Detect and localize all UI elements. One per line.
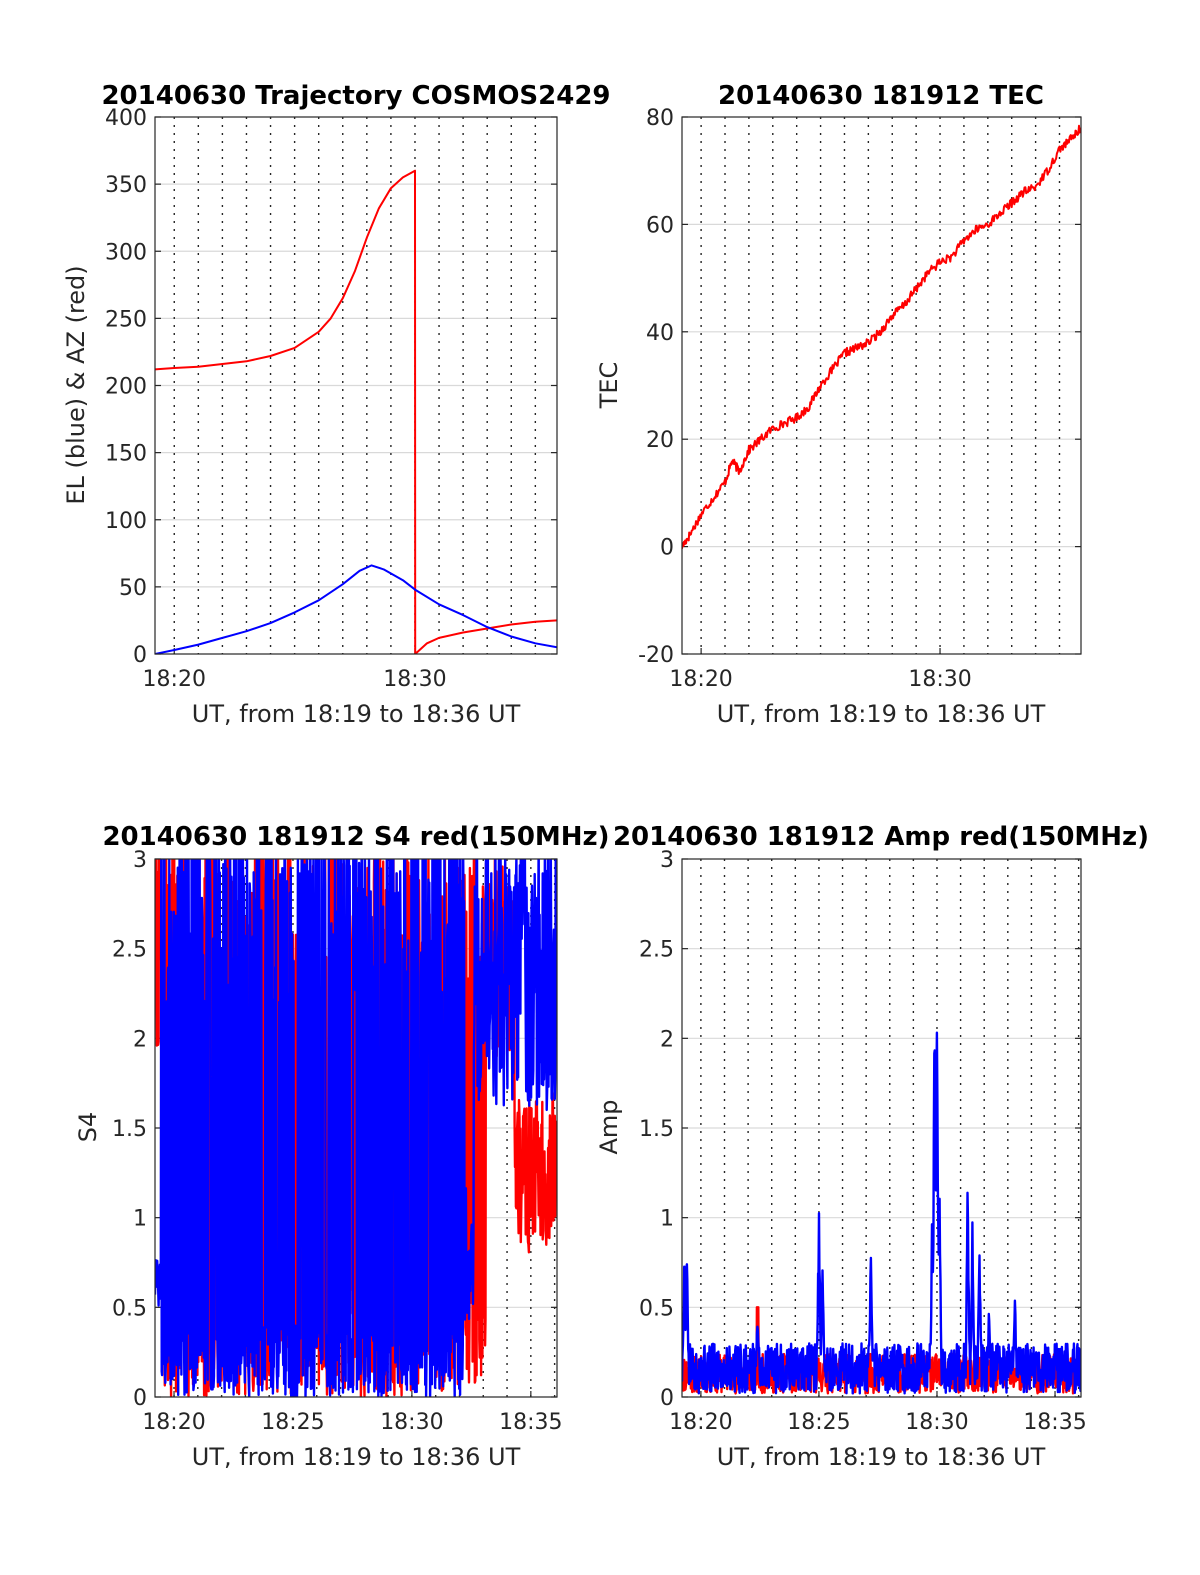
amp-xtick-label: 18:25: [787, 1410, 850, 1435]
trajectory-xlabel: UT, from 18:19 to 18:36 UT: [192, 700, 521, 728]
tec-series-0-line: [682, 124, 1081, 549]
trajectory-ytick-label: 300: [105, 240, 147, 265]
tec-xtick-label: 18:30: [908, 667, 971, 692]
s4-series-group: [155, 859, 557, 1397]
tec-ytick-label: 80: [646, 106, 674, 131]
amp-title: 20140630 181912 Amp red(150MHz): [613, 822, 1149, 852]
tec-xtick-label: 18:20: [669, 667, 732, 692]
trajectory-xtick-label: 18:30: [383, 667, 446, 692]
amp-ytick-label: 0.5: [639, 1296, 674, 1321]
trajectory-title: 20140630 Trajectory COSMOS2429: [101, 81, 610, 111]
amp-xtick-label: 18:35: [1023, 1410, 1086, 1435]
tec-xlabel: UT, from 18:19 to 18:36 UT: [717, 700, 1046, 728]
s4-title: 20140630 181912 S4 red(150MHz): [102, 822, 609, 852]
s4-ytick-label: 2.5: [112, 938, 147, 963]
trajectory-ytick-label: 350: [105, 173, 147, 198]
s4-ytick-label: 2: [133, 1027, 147, 1052]
amp-ytick-label: 3: [660, 848, 674, 873]
trajectory-series-1-line: [155, 564, 557, 654]
amp-ytick-label: 2.5: [639, 938, 674, 963]
amp-ytick-label: 1.5: [639, 1117, 674, 1142]
s4-xlabel: UT, from 18:19 to 18:36 UT: [192, 1443, 521, 1471]
tec-axes-frame: [681, 116, 1082, 655]
tec-series-group: [682, 124, 1081, 549]
s4-ytick-label: 0.5: [112, 1296, 147, 1321]
trajectory-axes-frame: [154, 116, 558, 655]
amp-ylabel: Amp: [595, 1099, 623, 1154]
s4-ytick-label: 3: [133, 848, 147, 873]
trajectory-series-0-line: [155, 169, 557, 654]
tec-ylabel: TEC: [595, 362, 623, 410]
s4-axes-frame: [154, 858, 558, 1398]
trajectory-panel: 20140630 Trajectory COSMOS2429 EL (blue)…: [62, 81, 611, 728]
amp-ytick-label: 0: [660, 1386, 674, 1411]
amp-axes-frame: [681, 858, 1082, 1398]
s4-xtick-label: 18:35: [499, 1410, 562, 1435]
trajectory-xtick-label: 18:20: [143, 667, 206, 692]
amp-xtick-label: 18:20: [669, 1410, 732, 1435]
tec-plot-area: -20 0 20 40 60 80 18:20 18:30: [638, 106, 1082, 692]
tec-ytick-label: 0: [660, 536, 674, 561]
trajectory-ytick-label: 250: [105, 307, 147, 332]
s4-ytick-label: 1: [133, 1207, 147, 1232]
tec-ytick-label: -20: [638, 643, 674, 668]
s4-series-1-line: [155, 859, 557, 1397]
amp-plot-area: 0 0.5 1 1.5 2 2.5 3 18:20 18:25 18:30 18:35: [639, 848, 1087, 1435]
trajectory-ytick-label: 50: [119, 576, 147, 601]
s4-xtick-label: 18:25: [261, 1410, 324, 1435]
s4-ytick-label: 0: [133, 1386, 147, 1411]
trajectory-ytick-label: 200: [105, 375, 147, 400]
trajectory-ytick-label: 150: [105, 442, 147, 467]
s4-panel: 20140630 181912 S4 red(150MHz) S4 UT, fr…: [74, 822, 610, 1471]
tec-title: 20140630 181912 TEC: [718, 81, 1044, 111]
amp-ytick-label: 1: [660, 1207, 674, 1232]
trajectory-plot-area: 0 50 100 150 200 250 300 350 400 18:20 18:30: [105, 106, 558, 692]
trajectory-ytick-label: 100: [105, 509, 147, 534]
amp-xtick-label: 18:30: [905, 1410, 968, 1435]
trajectory-ytick-label: 0: [133, 643, 147, 668]
tec-ytick-label: 60: [646, 213, 674, 238]
tec-ytick-label: 20: [646, 428, 674, 453]
s4-ylabel: S4: [74, 1112, 102, 1143]
trajectory-series-group: [155, 169, 557, 654]
tec-ytick-label: 40: [646, 321, 674, 346]
amp-series-group: [682, 1031, 1081, 1395]
amp-series-1-line: [682, 1031, 1081, 1395]
amp-panel: 20140630 181912 Amp red(150MHz) Amp UT, …: [595, 822, 1149, 1471]
tec-panel: 20140630 181912 TEC TEC UT, from 18:19 t…: [595, 81, 1046, 728]
amp-xlabel: UT, from 18:19 to 18:36 UT: [717, 1443, 1046, 1471]
s4-xtick-label: 18:30: [380, 1410, 443, 1435]
amp-ytick-label: 2: [660, 1027, 674, 1052]
s4-ytick-label: 1.5: [112, 1117, 147, 1142]
trajectory-ylabel: EL (blue) & AZ (red): [62, 265, 90, 504]
trajectory-ytick-label: 400: [105, 106, 147, 131]
s4-xtick-label: 18:20: [142, 1410, 205, 1435]
s4-plot-area: 0 0.5 1 1.5 2 2.5 3 18:20 18:25 18:30 18:35: [112, 848, 563, 1435]
